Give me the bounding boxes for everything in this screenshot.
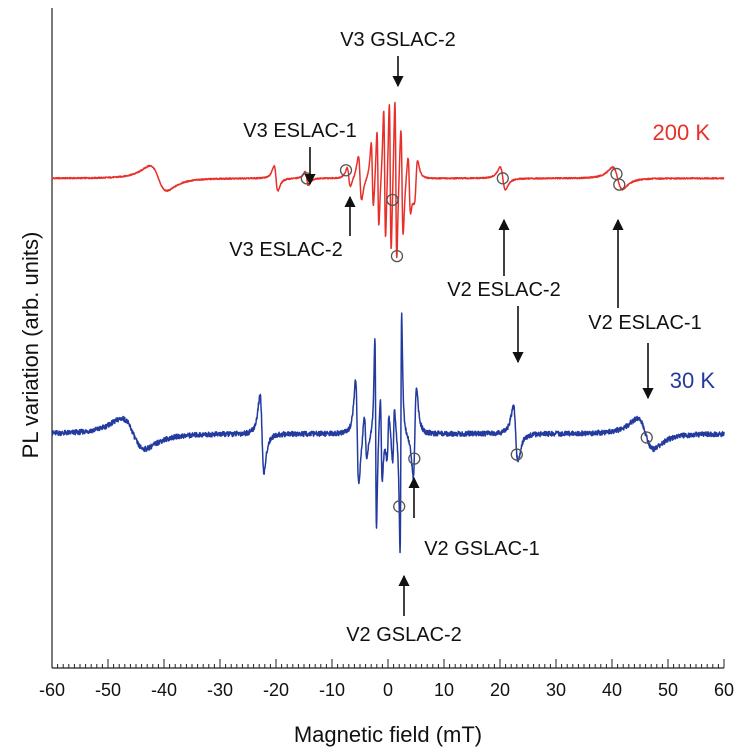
data-marker bbox=[640, 431, 653, 444]
x-tick-label: 0 bbox=[383, 680, 393, 700]
annotation-label: V2 ESLAC-2 bbox=[447, 279, 560, 301]
x-tick-label: -10 bbox=[319, 680, 345, 700]
x-tick-label: -50 bbox=[95, 680, 121, 700]
x-tick-label: 30 bbox=[546, 680, 566, 700]
series-line-30k bbox=[51, 312, 725, 554]
data-marker bbox=[496, 172, 509, 185]
data-marker bbox=[393, 500, 406, 513]
data-marker bbox=[613, 178, 626, 191]
x-tick-label: 40 bbox=[602, 680, 622, 700]
data-marker bbox=[386, 193, 399, 206]
annotation-label: V2 GSLAC-2 bbox=[346, 624, 462, 646]
axes: -60 -50 -40 -30 -20 -10 0 10 20 30 40 50 60 bbox=[39, 8, 734, 700]
x-tick-label: 60 bbox=[714, 680, 734, 700]
series-line-200k bbox=[51, 101, 725, 259]
temperature-label: 200 K bbox=[653, 120, 711, 145]
annotation-label: V3 GSLAC-2 bbox=[340, 29, 456, 51]
marker-layer bbox=[300, 164, 653, 513]
x-tick-label: -20 bbox=[263, 680, 289, 700]
data-marker bbox=[510, 448, 523, 461]
data-marker bbox=[390, 249, 404, 263]
x-tick-label: 10 bbox=[434, 680, 454, 700]
series-layer bbox=[51, 101, 725, 554]
x-tick-label: -60 bbox=[39, 680, 65, 700]
x-axis-label: Magnetic field (mT) bbox=[294, 722, 482, 747]
annotation-label: V2 ESLAC-1 bbox=[588, 312, 701, 334]
x-tick-label: 50 bbox=[658, 680, 678, 700]
x-tick-label: -30 bbox=[207, 680, 233, 700]
annotation-label: V3 ESLAC-2 bbox=[229, 239, 342, 261]
data-marker bbox=[339, 164, 353, 177]
data-marker bbox=[408, 452, 421, 465]
x-tick-label: 20 bbox=[490, 680, 510, 700]
y-axis-label: PL variation (arb. units) bbox=[18, 232, 43, 459]
annotation-label: V3 ESLAC-1 bbox=[243, 120, 356, 142]
annotation-layer: 200 K 30 K V3 GSLAC-2 V3 ESLAC-1 V3 ESLAC-2 V… bbox=[229, 29, 715, 646]
annotation-label: V2 GSLAC-1 bbox=[424, 538, 540, 560]
x-tick-label: -40 bbox=[151, 680, 177, 700]
temperature-label: 30 K bbox=[670, 368, 716, 393]
